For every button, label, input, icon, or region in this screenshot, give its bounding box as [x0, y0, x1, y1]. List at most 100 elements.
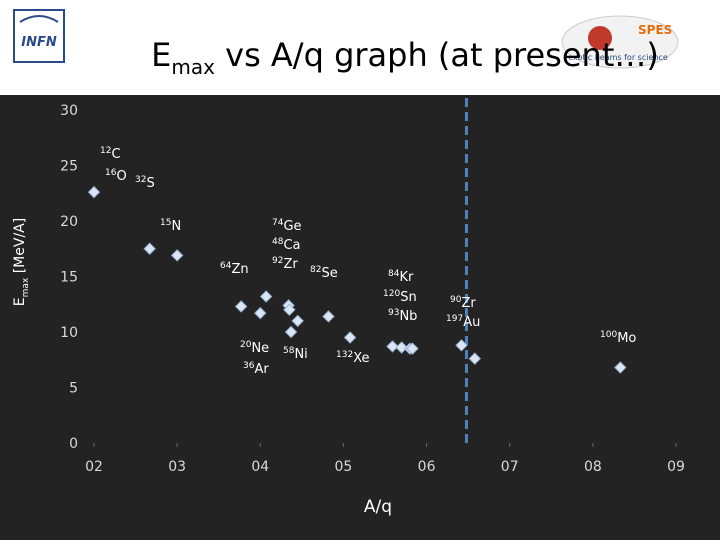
isotope-mass: 92 — [272, 256, 283, 266]
isotope-mass: 12 — [100, 146, 111, 156]
isotope-mass: 120 — [383, 289, 400, 299]
data-point — [406, 342, 419, 355]
data-point — [468, 352, 482, 365]
isotope-label: 32S — [135, 175, 155, 191]
isotope-element: Xe — [353, 351, 369, 366]
isotope-element: Ge — [283, 219, 301, 234]
isotope-mass: 90 — [450, 295, 462, 305]
data-point — [291, 314, 304, 328]
data-point — [386, 340, 399, 353]
isotope-element: Au — [463, 315, 480, 330]
isotope-mass: 58 — [283, 346, 295, 356]
isotope-mass: 36 — [243, 361, 255, 371]
isotope-element: S — [146, 176, 154, 191]
x-tick-label: 03 — [168, 459, 186, 475]
isotope-mass: 48 — [272, 237, 284, 247]
isotope-mass: 15 — [160, 218, 171, 228]
x-tick-label: 06 — [418, 459, 436, 475]
isotope-label: 82Se — [310, 265, 338, 281]
y-label-main: E — [12, 297, 28, 306]
y-tick-label: 25 — [60, 159, 78, 175]
isotope-label: 36Ar — [243, 361, 269, 377]
isotope-mass: 132 — [336, 350, 353, 360]
slide-title: Emax vs A/q graph (at present…) — [151, 36, 659, 79]
isotope-element: Ni — [294, 347, 307, 362]
isotope-element: Nb — [399, 309, 417, 324]
isotope-element: Zr — [283, 257, 298, 272]
data-point — [343, 331, 357, 344]
infn-logo-arc — [19, 15, 59, 23]
x-tick-label: 02 — [85, 459, 103, 475]
isotope-label: 120Sn — [383, 289, 417, 305]
isotope-label: 197Au — [446, 314, 480, 330]
isotope-label: 48Ca — [272, 237, 301, 253]
data-point — [254, 306, 267, 320]
isotope-mass: 16 — [105, 168, 117, 178]
infn-logo-frame — [13, 9, 65, 63]
isotope-element: O — [116, 169, 126, 184]
isotope-element: Zr — [461, 296, 476, 311]
data-point — [284, 325, 298, 339]
isotope-element: Ca — [283, 238, 300, 253]
isotope-mass: 84 — [388, 269, 400, 279]
isotope-label: 100Mo — [600, 330, 636, 346]
isotope-element: Ne — [251, 341, 269, 356]
y-tick-label: 5 — [69, 381, 78, 397]
isotope-mass: 93 — [388, 308, 399, 318]
isotope-element: Se — [321, 266, 337, 281]
data-point — [87, 185, 101, 199]
x-axis-label: A/q — [364, 497, 392, 517]
data-point — [143, 242, 156, 255]
isotope-element: C — [111, 147, 120, 162]
isotope-label: 58Ni — [283, 346, 308, 362]
isotope-element: N — [171, 219, 181, 234]
isotope-label: 93Nb — [388, 308, 417, 324]
y-label-sub: max — [21, 277, 31, 297]
isotope-mass: 64 — [220, 261, 232, 271]
spes-logo-icon — [588, 26, 612, 50]
x-tick-label: 05 — [335, 459, 353, 475]
y-tick-label: 10 — [60, 325, 78, 341]
x-tick-label: 09 — [667, 459, 685, 475]
y-tick-label: 20 — [60, 214, 78, 230]
spes-logo-bg — [561, 15, 679, 69]
isotope-label: 16O — [105, 168, 127, 184]
y-label-rest: [MeV/A] — [12, 218, 28, 278]
y-axis-label: Emax [MeV/A] — [12, 218, 31, 306]
data-point — [283, 303, 296, 317]
y-tick-label: 0 — [69, 436, 78, 452]
isotope-label: 15N — [160, 218, 181, 234]
isotope-element: Ar — [254, 362, 269, 377]
data-point — [170, 249, 184, 262]
x-tick-label: 04 — [251, 459, 269, 475]
y-tick-label: 30 — [60, 103, 78, 119]
isotope-mass: 82 — [310, 265, 321, 275]
spes-logo-title: SPES — [638, 23, 672, 37]
isotope-label: 92Zr — [272, 256, 298, 272]
data-point — [259, 290, 273, 303]
isotope-label: 20Ne — [240, 340, 269, 356]
data-point — [234, 300, 248, 313]
data-point — [455, 339, 468, 352]
isotope-label: 90Zr — [450, 295, 476, 311]
isotope-mass: 20 — [240, 340, 252, 350]
isotope-label: 74Ge — [272, 218, 302, 234]
isotope-label: 64Zn — [220, 261, 249, 277]
x-tick-label: 07 — [501, 459, 519, 475]
spes-logo-tagline: exotic beams for science — [568, 53, 668, 62]
title-sub: max — [171, 55, 215, 79]
isotope-mass: 74 — [272, 218, 284, 228]
data-point — [395, 341, 408, 354]
data-point — [322, 310, 335, 323]
isotope-element: Kr — [399, 270, 414, 285]
title-main: E — [151, 36, 171, 74]
isotope-element: Mo — [617, 331, 636, 346]
isotope-mass: 32 — [135, 175, 146, 185]
isotope-element: Zn — [231, 262, 248, 277]
isotope-mass: 100 — [600, 330, 617, 340]
isotope-label: 12C — [100, 146, 121, 162]
data-point — [614, 361, 627, 374]
isotope-element: Sn — [400, 290, 417, 305]
